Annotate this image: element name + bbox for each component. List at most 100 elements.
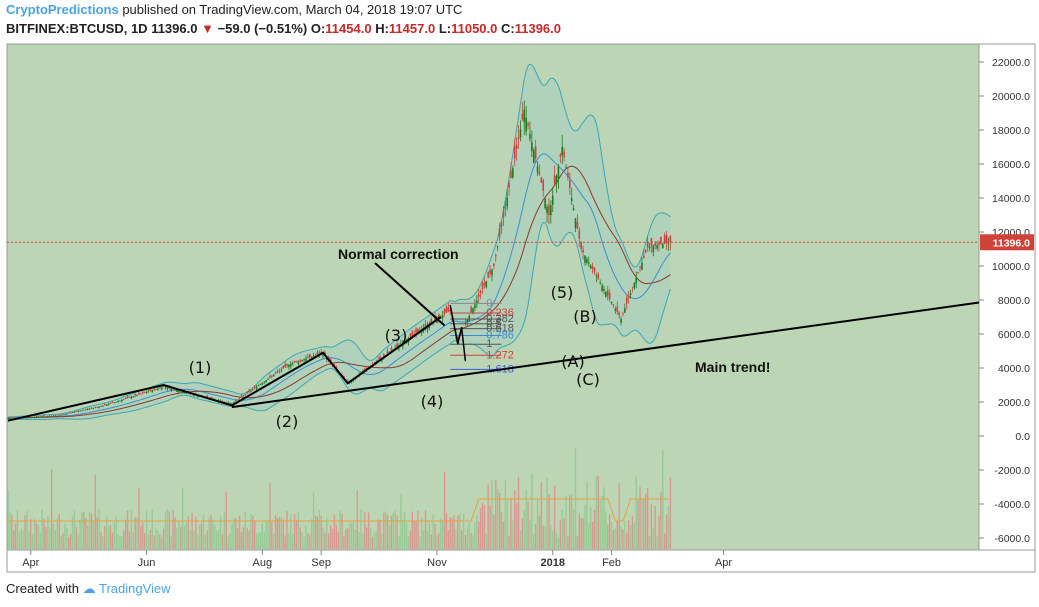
candle-body [307,356,309,358]
candle-body [284,364,286,368]
volume-ma-line [8,498,669,522]
volume-bar [506,497,508,549]
volume-bar [476,515,478,549]
volume-bar [350,523,353,549]
volume-bar [440,517,442,549]
candle-body [622,313,624,315]
volume-bar [217,530,220,549]
candle-body [85,409,87,410]
candle-body [487,272,489,278]
candle-body [69,412,72,414]
volume-bar [145,511,148,549]
volume-bar [12,530,15,549]
volume-bar [405,522,408,549]
candle-body [563,151,565,158]
volume-bar [69,533,72,549]
candle-body [98,406,100,408]
candle-body [639,266,641,268]
volume-bar [197,535,199,549]
candle-body [654,243,657,246]
volume-bar [60,536,62,549]
x-axis-ticks: Apr Jun Aug Sep Nov 2018 Feb Apr [22,550,732,569]
tradingview-link[interactable]: TradingView [99,581,171,596]
volume-bar [428,521,431,549]
candle-body [409,333,412,337]
fib-level-label: 0.236 [486,307,514,319]
candle-body [170,388,173,391]
candle-body [259,384,262,385]
volume-bar [288,533,290,549]
volume-bar [320,515,322,549]
candle-body [586,258,588,263]
bollinger-bands [7,63,671,420]
candle-body [483,282,486,286]
candle-body [523,109,526,123]
volume-bar [394,510,396,549]
volume-bar [333,515,336,549]
volume-bar [79,520,81,549]
volume-bar [373,532,376,549]
candle-body [629,293,632,295]
candle-body [253,386,256,389]
volume-bar [544,526,546,549]
volume-bar [521,518,524,549]
volume-bar [512,520,514,549]
volume-bar [187,516,190,549]
volume-bar [364,512,366,549]
volume-bar [557,536,560,549]
candle-body [79,410,81,412]
volume-bar [121,536,123,549]
x-tick-label: Feb [602,557,621,569]
y-tick-label: 4000.0 [998,363,1030,375]
volume-bar [280,517,283,549]
y-tick-label: -2000.0 [994,465,1030,477]
candle-body [145,392,148,393]
candle-body [88,408,91,410]
candle-body [229,403,231,405]
candle-body [312,356,315,357]
candle-body [151,390,154,393]
volume-bar [299,527,301,549]
candle-body [90,408,93,409]
candle-body [56,415,59,417]
y-tick-label: 22000.0 [992,57,1030,69]
volume-bar [478,521,480,549]
low-value: 11050.0 [451,21,498,36]
candle-body [295,360,298,362]
volume-bar [257,532,260,549]
y-tick-label: 10000.0 [992,261,1030,273]
candle-body [276,371,279,373]
volume-bar [624,520,626,549]
candle-body [496,246,499,248]
volume-bar [310,519,313,549]
candle-body [299,360,302,362]
candle-body [310,356,313,358]
x-tick-label: Nov [427,557,447,569]
volume-bar [142,522,144,549]
candle-body [73,411,76,413]
volume-bar [645,494,647,549]
volume-bar [569,495,571,549]
candle-body [618,312,620,316]
candle-body [9,418,11,419]
volume-bar [94,475,97,549]
candle-body [113,402,116,404]
volume-bar [64,523,66,549]
volume-bar [278,516,281,549]
candle-body [415,328,417,334]
volume-bar [20,529,22,549]
y-tick-label: -4000.0 [994,499,1030,511]
volume-bar [105,516,108,549]
candle-body [178,390,180,393]
volume-bar [153,535,155,549]
volume-bar [185,522,188,549]
volume-bar [555,533,558,549]
candle-body [411,331,414,336]
volume-bar [388,525,391,549]
candle-body [47,416,49,417]
symbol-line: BITFINEX:BTCUSD, 1D 11396.0 ▼ −59.0 (−0.… [6,21,561,36]
author-link[interactable]: CryptoPredictions [6,2,119,17]
volume-bar [438,532,440,549]
